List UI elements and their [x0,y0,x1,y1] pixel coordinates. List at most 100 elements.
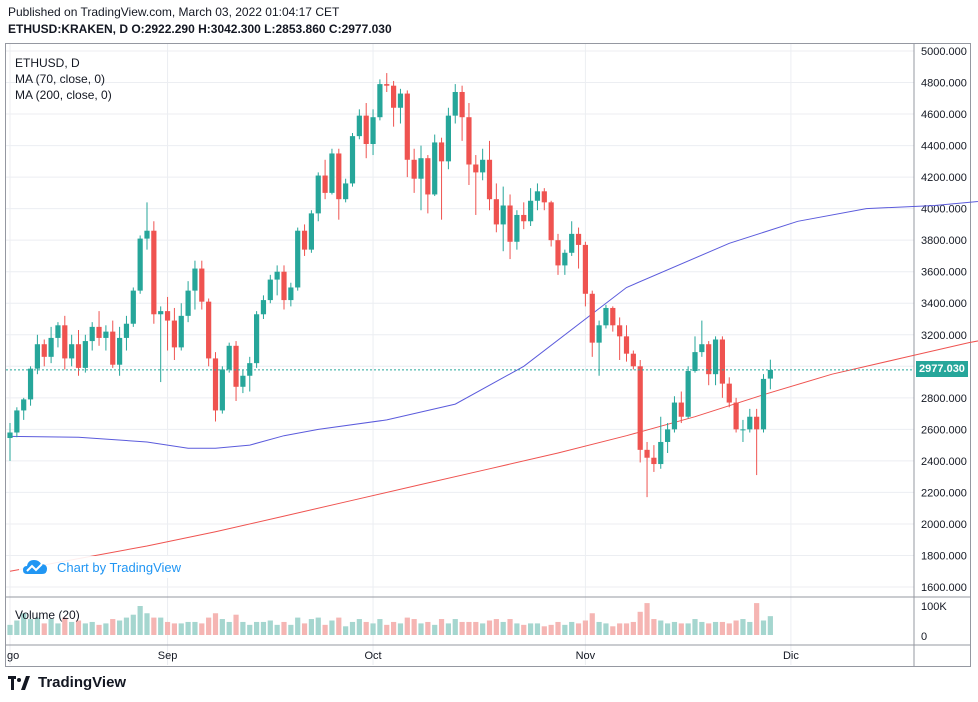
volume-bar [48,619,54,635]
candle-body [27,368,34,400]
candle [534,183,541,211]
candle [164,296,171,351]
candle [343,178,349,203]
volume-bar [665,623,671,635]
candle [41,339,47,367]
price-tick-label: 2200.000 [921,487,967,499]
volume-bar [425,621,431,635]
candle [432,134,438,197]
candle [678,391,684,424]
price-tick-label: 4400.000 [921,141,967,153]
candle-body [589,293,595,343]
price-tick-label: 4600.000 [921,109,967,121]
volume-bar [295,617,301,635]
candle [665,423,671,453]
candle-body [89,326,95,342]
chart-by-tradingview[interactable]: Chart by TradingView [19,556,186,578]
candle [226,342,232,373]
candle-body [34,344,40,369]
footer-brand[interactable]: TradingView [8,674,126,691]
candle [603,304,609,329]
candle-body [733,402,739,430]
candle [62,315,68,370]
price-tick-label: 4000.000 [921,204,967,216]
volume-bar [637,611,643,635]
candle [384,73,390,92]
candle-body [473,164,479,173]
candle [404,90,410,178]
volume-bar [130,614,136,635]
candle-body [678,402,684,417]
candle [569,221,575,256]
volume-bar [754,603,760,635]
volume-bar [274,624,280,635]
volume-bar [151,617,157,635]
candle-body [726,383,732,403]
candle [123,315,130,351]
candle [110,320,116,368]
candle-body [233,345,239,387]
candle [623,325,630,362]
volume-bar [301,623,308,635]
candle-body [507,205,513,242]
candle [336,148,342,220]
candle-body [240,375,246,387]
candle [377,79,383,121]
candle [144,202,150,250]
candle-body [110,331,116,365]
candle-body [41,344,47,357]
volume-bar [719,621,725,635]
candle-body [658,441,664,465]
candle-body [192,268,198,291]
candle [521,202,527,230]
candle-body [466,117,472,165]
candle-body [206,301,212,359]
volume-bar [589,613,595,635]
candle [274,265,280,296]
volume-bar [206,617,212,635]
volume-bar [528,623,534,635]
volume-bar [575,623,582,635]
candle [55,322,61,348]
candle-body [267,279,273,301]
price-tick-label: 2800.000 [921,393,967,405]
candle [747,408,753,433]
candle [658,416,664,469]
candle-body [617,325,623,337]
candle [301,224,308,256]
candle-body [596,325,602,343]
candle-body [555,240,561,266]
candle [130,287,136,327]
candle-body [692,352,698,372]
candle [541,188,547,211]
candle [507,194,513,260]
volume-bar [760,620,767,635]
candle-body [356,115,362,137]
ma70-line [9,201,978,449]
candle [644,441,650,498]
volume-bar [397,623,404,635]
candle-body [706,344,712,375]
volume-bar [391,621,397,635]
candle [767,359,773,390]
price-tick-label: 2400.000 [921,456,967,468]
candle-body [665,429,671,442]
candle-body [82,341,88,368]
candle-body [69,344,75,359]
candle-body [582,244,588,294]
candle [199,260,205,310]
volume-bar [240,621,246,635]
candle-body [486,159,493,200]
candle-body [418,158,424,179]
candle [260,295,267,319]
high-label: H: [198,22,211,36]
candle [233,341,239,401]
volume-bar [445,623,451,635]
candle-body [144,230,150,239]
candle-body [740,429,746,431]
time-tick-label: Sep [158,650,178,662]
legend-ma70: MA (70, close, 0) [15,72,106,86]
volume-bar [226,621,232,635]
candle [185,281,191,323]
